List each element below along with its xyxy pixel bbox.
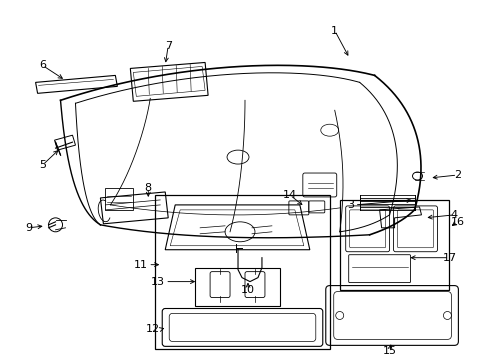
- Text: 13: 13: [151, 276, 165, 287]
- Text: 2: 2: [453, 170, 460, 180]
- Text: 11: 11: [134, 260, 148, 270]
- Text: 7: 7: [164, 41, 171, 50]
- Text: 17: 17: [442, 253, 455, 263]
- Text: 6: 6: [39, 60, 46, 71]
- Text: 15: 15: [382, 346, 396, 356]
- Text: 9: 9: [25, 223, 32, 233]
- Text: 10: 10: [241, 284, 254, 294]
- Text: 12: 12: [146, 324, 160, 334]
- Text: 4: 4: [450, 210, 457, 220]
- Text: 14: 14: [282, 190, 296, 200]
- Text: 1: 1: [330, 26, 338, 36]
- Text: 8: 8: [144, 183, 152, 193]
- Text: 5: 5: [39, 160, 46, 170]
- Text: 16: 16: [449, 217, 464, 227]
- Text: 3: 3: [347, 200, 354, 210]
